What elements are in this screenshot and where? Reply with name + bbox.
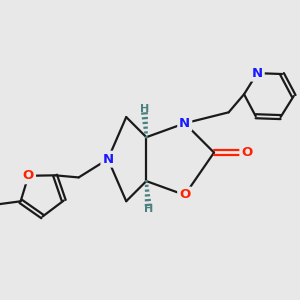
Text: O: O <box>23 169 34 182</box>
Text: H: H <box>140 104 149 114</box>
Text: O: O <box>179 188 190 202</box>
Text: N: N <box>252 67 263 80</box>
Text: N: N <box>102 153 113 166</box>
Text: N: N <box>179 117 190 130</box>
Text: H: H <box>143 204 153 214</box>
Text: O: O <box>241 146 253 159</box>
